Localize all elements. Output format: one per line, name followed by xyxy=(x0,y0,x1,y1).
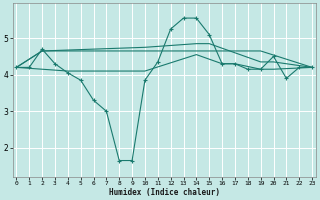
X-axis label: Humidex (Indice chaleur): Humidex (Indice chaleur) xyxy=(109,188,220,197)
